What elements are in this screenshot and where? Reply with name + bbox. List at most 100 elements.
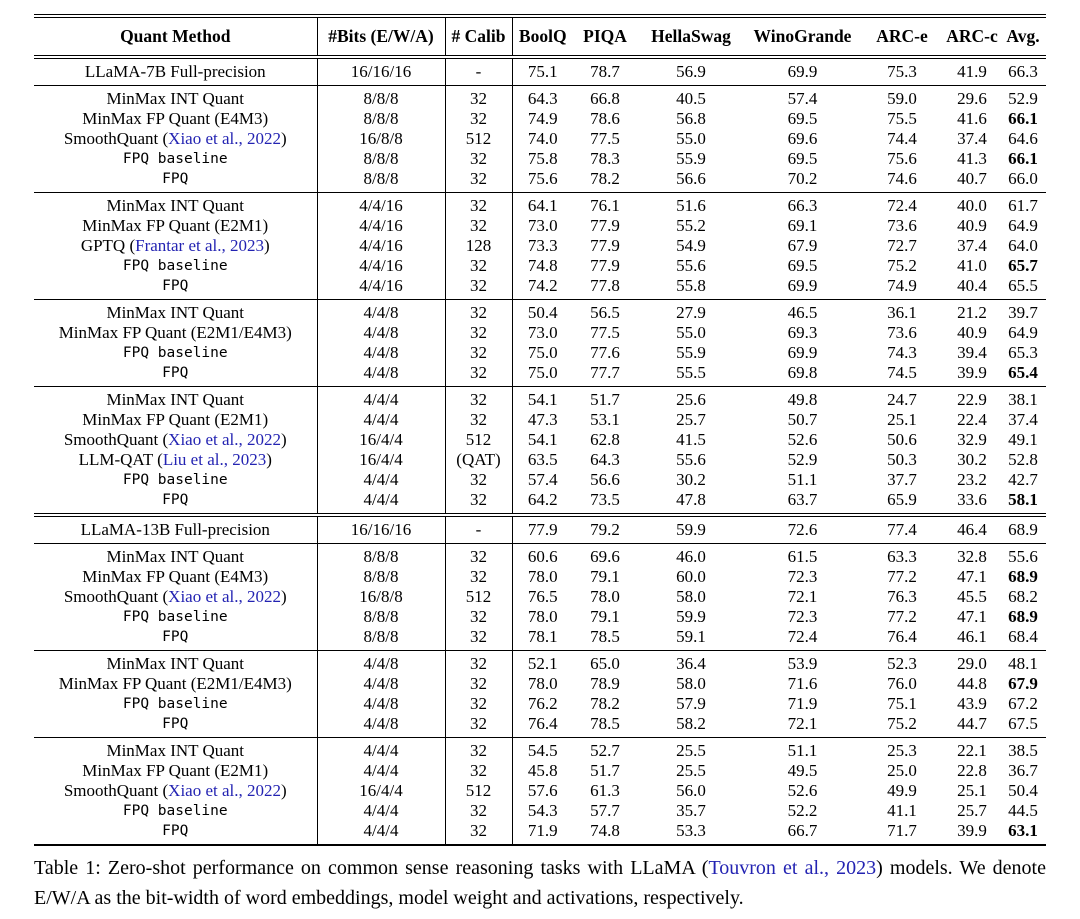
- avg-cell: 64.9: [1008, 216, 1038, 235]
- calib-cell: 32: [445, 192, 513, 216]
- citation-link[interactable]: Liu et al., 2023: [162, 450, 267, 469]
- table-section: MinMax INT Quant 4/4/8 32 50.4 56.5 27.9 46.5 3…: [34, 299, 1046, 387]
- score-cell: 55.2: [676, 216, 706, 235]
- score-cell: 72.3: [787, 607, 818, 626]
- calib-cell: 32: [445, 386, 513, 410]
- score-cell: 70.2: [787, 169, 818, 188]
- score-cell: 25.0: [887, 761, 917, 780]
- bits-cell: 4/4/8: [317, 694, 446, 714]
- avg-cell: 50.4: [1008, 781, 1038, 800]
- bits-cell: 4/4/4: [317, 737, 446, 761]
- calib-cell: 32: [445, 256, 513, 276]
- column-header: BoolQ: [518, 26, 567, 46]
- citation-link[interactable]: Xiao et al., 2022: [168, 129, 282, 148]
- citation-link[interactable]: Frantar et al., 2023: [135, 236, 265, 255]
- method-label: MinMax FP Quant (E2M1): [82, 761, 269, 780]
- score-cell: 43.9: [957, 694, 987, 713]
- score-cell: 71.7: [887, 821, 917, 840]
- score-cell: 75.0: [527, 363, 558, 382]
- table-row: SmoothQuant (Xiao et al., 2022) 16/4/4 512…: [34, 781, 1046, 801]
- score-cell: 29.0: [957, 654, 987, 673]
- method-cell: MinMax INT Quant: [34, 192, 318, 216]
- score-cell: 74.5: [887, 363, 917, 382]
- avg-cell: 58.1: [1008, 490, 1038, 509]
- score-cell: 47.1: [957, 607, 987, 626]
- method-label: MinMax INT Quant: [106, 741, 245, 760]
- avg-cell: 64.6: [1008, 129, 1038, 148]
- calib-cell: 32: [445, 714, 513, 738]
- avg-cell: 49.1: [1008, 430, 1038, 449]
- score-cell: 69.1: [787, 216, 818, 235]
- bits-cell: 16/4/4: [317, 430, 446, 450]
- bits-cell: 4/4/4: [317, 490, 446, 515]
- calib-cell: 32: [445, 567, 513, 587]
- score-cell: 61.5: [787, 547, 818, 566]
- citation-link[interactable]: Xiao et al., 2022: [168, 781, 282, 800]
- calib-cell: 32: [445, 216, 513, 236]
- table-row: FPQ baseline 4/4/8 32 75.0 77.6 55.9 69.9 74.3 3…: [34, 343, 1046, 363]
- method-label-suffix: ): [264, 236, 270, 255]
- table-section: MinMax INT Quant 4/4/8 32 52.1 65.0 36.4 53.9 5…: [34, 650, 1046, 738]
- score-cell: 54.1: [527, 390, 558, 409]
- table-row: MinMax INT Quant 4/4/16 32 64.1 76.1 51.6 66.3…: [34, 192, 1046, 216]
- score-cell: 74.9: [527, 109, 558, 128]
- score-cell: 25.3: [887, 741, 917, 760]
- score-cell: 72.1: [787, 587, 818, 606]
- score-cell: 41.1: [887, 801, 917, 820]
- avg-cell: 68.2: [1008, 587, 1038, 606]
- avg-cell: 61.7: [1008, 196, 1038, 215]
- score-cell: 55.6: [676, 256, 706, 275]
- calib-cell: 32: [445, 627, 513, 651]
- table-row: MinMax FP Quant (E2M1/E4M3) 4/4/8 32 73.0 77…: [34, 323, 1046, 343]
- avg-cell: 37.4: [1008, 410, 1038, 429]
- calib-cell: 32: [445, 543, 513, 567]
- calib-cell: 32: [445, 169, 513, 193]
- score-cell: 63.5: [527, 450, 558, 469]
- table-section: LLaMA-7B Full-precision 16/16/16-75.1 78.7…: [34, 57, 1046, 86]
- method-cell: FPQ: [34, 821, 318, 845]
- score-cell: 75.5: [887, 109, 917, 128]
- score-cell: 53.1: [590, 410, 620, 429]
- bits-cell: 4/4/8: [317, 714, 446, 738]
- score-cell: 51.6: [676, 196, 706, 215]
- method-label-suffix: ): [266, 450, 272, 469]
- score-cell: 51.7: [590, 390, 620, 409]
- score-cell: 25.6: [676, 390, 706, 409]
- score-cell: 74.8: [527, 256, 558, 275]
- citation-link[interactable]: Xiao et al., 2022: [168, 430, 282, 449]
- score-cell: 53.9: [787, 654, 818, 673]
- avg-cell: 36.7: [1008, 761, 1038, 780]
- method-cell: FPQ baseline: [34, 801, 318, 821]
- method-cell: FPQ: [34, 169, 318, 193]
- citation-link[interactable]: Xiao et al., 2022: [168, 587, 282, 606]
- score-cell: 72.6: [787, 520, 818, 539]
- calib-cell: -: [445, 57, 513, 86]
- score-cell: 71.9: [787, 694, 818, 713]
- citation-link[interactable]: Touvron et al., 2023: [708, 857, 877, 879]
- score-cell: 33.6: [957, 490, 987, 509]
- score-cell: 23.2: [957, 470, 987, 489]
- score-cell: 52.1: [527, 654, 558, 673]
- table-row: FPQ 4/4/8 32 75.0 77.7 55.5 69.8 74.5 39.9 65.4: [34, 363, 1046, 387]
- score-cell: 78.1: [527, 627, 558, 646]
- table-row: FPQ 4/4/8 32 76.4 78.5 58.2 72.1 75.2 44.7 67.5: [34, 714, 1046, 738]
- avg-cell: 68.4: [1008, 627, 1038, 646]
- score-cell: 79.2: [590, 520, 620, 539]
- score-cell: 64.3: [590, 450, 620, 469]
- score-cell: 22.8: [957, 761, 987, 780]
- score-cell: 40.4: [957, 276, 987, 295]
- score-cell: 60.6: [527, 547, 558, 566]
- table-row: FPQ baseline 4/4/16 32 74.8 77.9 55.6 69.5 75.2…: [34, 256, 1046, 276]
- table-row: MinMax INT Quant 4/4/4 32 54.1 51.7 25.6 49.8 2…: [34, 386, 1046, 410]
- column-header: PIQA: [583, 26, 627, 46]
- score-cell: 52.6: [787, 781, 818, 800]
- calib-cell: 32: [445, 299, 513, 323]
- bits-cell: 16/16/16: [317, 57, 446, 86]
- score-cell: 75.8: [527, 149, 558, 168]
- calib-cell: 32: [445, 694, 513, 714]
- method-cell: MinMax FP Quant (E2M1): [34, 761, 318, 781]
- score-cell: 77.6: [590, 343, 620, 362]
- score-cell: 78.5: [590, 627, 620, 646]
- avg-cell: 65.4: [1008, 363, 1038, 382]
